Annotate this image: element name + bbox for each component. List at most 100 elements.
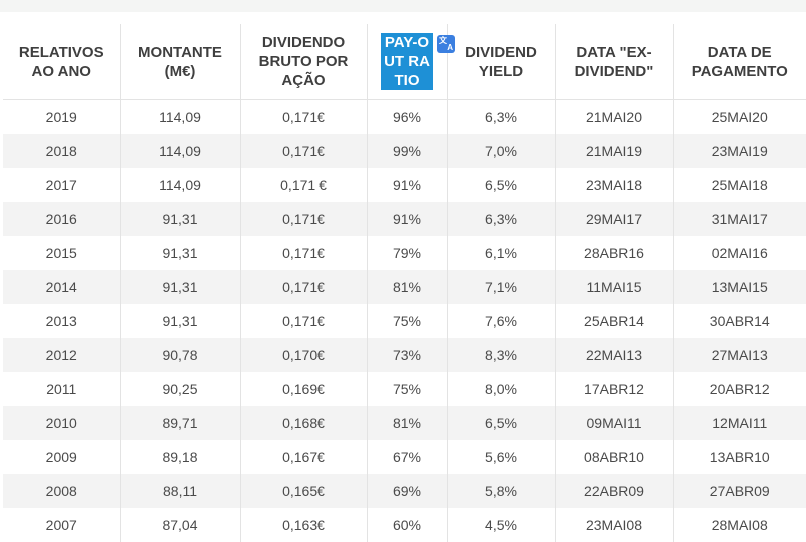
cell-dividend-yield: 6,5% [447,406,555,440]
header-amount: MONTANTE (M€) [120,24,240,100]
cell-payout-ratio: 69% [367,474,447,508]
cell-year: 2008 [3,474,120,508]
cell-dividend-yield: 4,5% [447,508,555,542]
cell-dividend-per-share: 0,168€ [240,406,367,440]
cell-year: 2018 [3,134,120,168]
cell-dividend-per-share: 0,163€ [240,508,367,542]
cell-ex-dividend-date: 28ABR16 [555,236,673,270]
cell-year: 2011 [3,372,120,406]
cell-payout-ratio: 79% [367,236,447,270]
cell-year: 2019 [3,100,120,135]
cell-dividend-per-share: 0,171€ [240,270,367,304]
cell-payout-ratio: 91% [367,168,447,202]
cell-payment-date: 12MAI11 [673,406,806,440]
cell-amount: 91,31 [120,236,240,270]
cell-dividend-yield: 8,3% [447,338,555,372]
cell-year: 2017 [3,168,120,202]
top-strip [0,0,806,12]
cell-ex-dividend-date: 23MAI18 [555,168,673,202]
cell-amount: 87,04 [120,508,240,542]
header-payment-date: DATA DE PAGAMENTO [673,24,806,100]
cell-amount: 114,09 [120,134,240,168]
cell-dividend-yield: 5,6% [447,440,555,474]
cell-payment-date: 30ABR14 [673,304,806,338]
cell-payment-date: 25MAI20 [673,100,806,135]
cell-dividend-per-share: 0,171 € [240,168,367,202]
header-dividend-per-share: DIVIDENDO BRUTO POR AÇÃO [240,24,367,100]
cell-ex-dividend-date: 17ABR12 [555,372,673,406]
cell-dividend-per-share: 0,171€ [240,202,367,236]
header-row: RELATIVOS AO ANO MONTANTE (M€) DIVIDENDO… [3,24,806,100]
cell-year: 2007 [3,508,120,542]
cell-ex-dividend-date: 22ABR09 [555,474,673,508]
dividends-table: RELATIVOS AO ANO MONTANTE (M€) DIVIDENDO… [3,24,806,542]
cell-payout-ratio: 91% [367,202,447,236]
cell-amount: 91,31 [120,202,240,236]
cell-year: 2009 [3,440,120,474]
cell-amount: 114,09 [120,100,240,135]
cell-payment-date: 02MAI16 [673,236,806,270]
cell-dividend-per-share: 0,171€ [240,100,367,135]
cell-payment-date: 28MAI08 [673,508,806,542]
cell-dividend-yield: 6,1% [447,236,555,270]
cell-ex-dividend-date: 22MAI13 [555,338,673,372]
cell-payout-ratio: 81% [367,406,447,440]
cell-payout-ratio: 73% [367,338,447,372]
cell-dividend-yield: 8,0% [447,372,555,406]
cell-ex-dividend-date: 21MAI20 [555,100,673,135]
cell-payment-date: 13ABR10 [673,440,806,474]
cell-ex-dividend-date: 25ABR14 [555,304,673,338]
cell-dividend-per-share: 0,171€ [240,236,367,270]
cell-year: 2012 [3,338,120,372]
cell-year: 2010 [3,406,120,440]
cell-payout-ratio: 60% [367,508,447,542]
header-ex-dividend-date: DATA "EX-DIVIDEND" [555,24,673,100]
cell-dividend-per-share: 0,171€ [240,304,367,338]
cell-amount: 89,18 [120,440,240,474]
cell-dividend-yield: 6,3% [447,100,555,135]
cell-payout-ratio: 96% [367,100,447,135]
cell-dividend-yield: 7,1% [447,270,555,304]
cell-year: 2013 [3,304,120,338]
cell-dividend-per-share: 0,170€ [240,338,367,372]
cell-dividend-per-share: 0,167€ [240,440,367,474]
cell-year: 2016 [3,202,120,236]
cell-dividend-per-share: 0,169€ [240,372,367,406]
cell-dividend-yield: 5,8% [447,474,555,508]
cell-dividend-yield: 6,3% [447,202,555,236]
cell-amount: 90,78 [120,338,240,372]
cell-payout-ratio: 75% [367,372,447,406]
cell-payment-date: 13MAI15 [673,270,806,304]
cell-ex-dividend-date: 23MAI08 [555,508,673,542]
cell-payment-date: 20ABR12 [673,372,806,406]
cell-amount: 91,31 [120,304,240,338]
cell-ex-dividend-date: 09MAI11 [555,406,673,440]
cell-ex-dividend-date: 21MAI19 [555,134,673,168]
cell-dividend-yield: 7,6% [447,304,555,338]
cell-amount: 91,31 [120,270,240,304]
cell-dividend-yield: 7,0% [447,134,555,168]
cell-payout-ratio: 81% [367,270,447,304]
cell-payment-date: 31MAI17 [673,202,806,236]
cell-amount: 90,25 [120,372,240,406]
cell-payout-ratio: 67% [367,440,447,474]
cell-ex-dividend-date: 29MAI17 [555,202,673,236]
payout-ratio-label[interactable]: PAY-OUT RATIO [381,33,433,90]
cell-payment-date: 27MAI13 [673,338,806,372]
cell-amount: 89,71 [120,406,240,440]
header-year: RELATIVOS AO ANO [3,24,120,100]
